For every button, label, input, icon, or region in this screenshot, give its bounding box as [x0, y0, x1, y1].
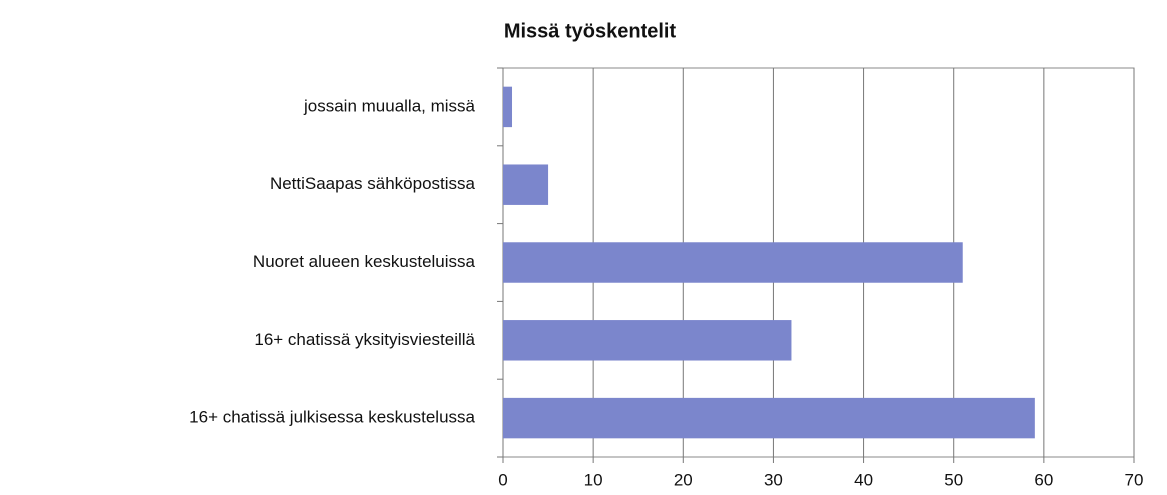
x-tick-label: 20 — [674, 470, 693, 489]
bar — [503, 397, 1035, 439]
bar — [503, 164, 549, 205]
bar — [503, 86, 513, 128]
x-tick-label: 70 — [1125, 470, 1144, 489]
bar — [503, 320, 792, 361]
y-tick-label: Nuoret alueen keskusteluissa — [253, 252, 476, 271]
y-tick-label: 16+ chatissä julkisessa keskustelussa — [189, 408, 475, 427]
x-tick-label: 40 — [854, 470, 873, 489]
x-tick-label: 10 — [584, 470, 603, 489]
x-tick-label: 30 — [764, 470, 783, 489]
y-tick-label: jossain muualla, missä — [303, 96, 476, 115]
y-tick-label: NettiSaapas sähköpostissa — [270, 174, 476, 193]
chart-title: Missä työskentelit — [504, 20, 677, 42]
bar — [503, 242, 963, 283]
y-tick-label: 16+ chatissä yksityisviesteillä — [254, 330, 475, 349]
x-tick-label: 0 — [498, 470, 507, 489]
x-tick-label: 50 — [944, 470, 963, 489]
x-tick-label: 60 — [1034, 470, 1053, 489]
